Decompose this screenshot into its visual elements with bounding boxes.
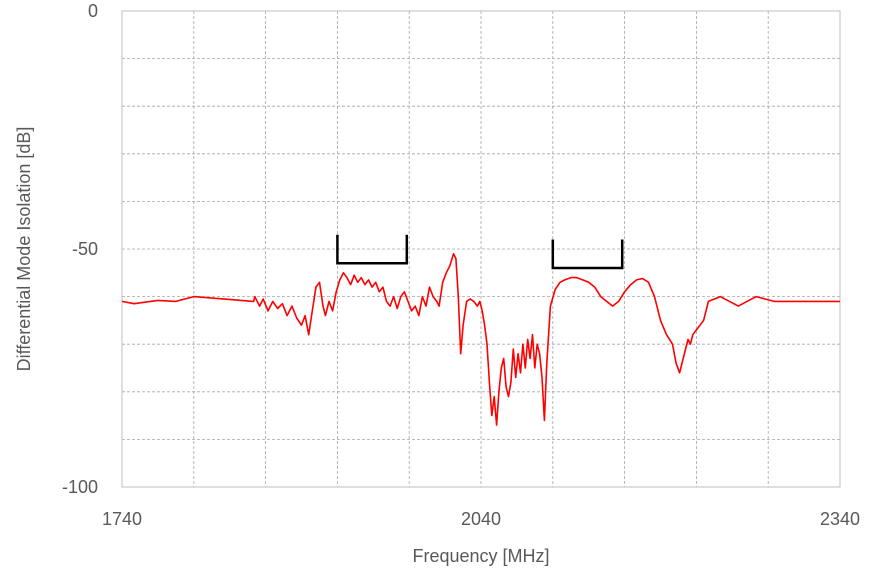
x-tick-label: 2340 <box>820 509 860 529</box>
annotation-layer <box>336 234 624 270</box>
y-axis-ticks: 0 -50 -100 <box>62 1 98 497</box>
plot-area-border <box>121 10 841 488</box>
isolation-series-line <box>121 253 840 426</box>
grid <box>121 10 841 488</box>
x-axis-label: Frequency [MHz] <box>412 546 549 566</box>
series-layer <box>121 253 840 426</box>
x-tick-label: 2040 <box>461 509 501 529</box>
x-tick-label: 1740 <box>102 509 142 529</box>
band-bracket <box>336 234 409 265</box>
x-axis-ticks: 1740 2040 2340 <box>102 509 860 529</box>
y-tick-label: 0 <box>88 1 98 21</box>
y-tick-label: -100 <box>62 477 98 497</box>
band-bracket <box>551 239 624 270</box>
y-tick-label: -50 <box>72 239 98 259</box>
y-axis-label: Differential Mode Isolation [dB] <box>14 127 34 372</box>
